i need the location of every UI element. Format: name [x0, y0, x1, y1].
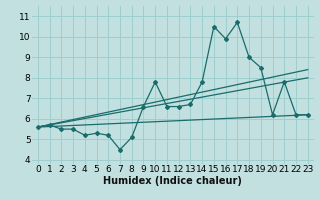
X-axis label: Humidex (Indice chaleur): Humidex (Indice chaleur): [103, 176, 242, 186]
